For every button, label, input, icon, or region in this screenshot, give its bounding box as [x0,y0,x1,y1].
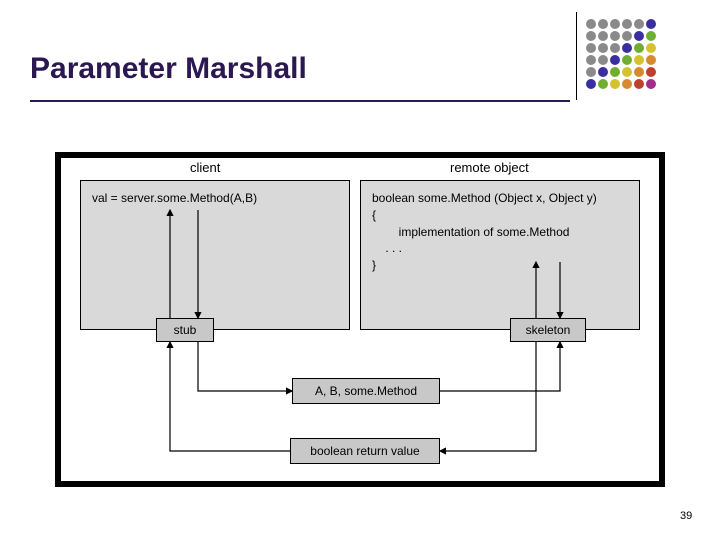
corner-dot [586,79,596,89]
client-label: client [190,160,220,175]
title-underline [30,100,570,102]
return-message-label: boolean return value [310,444,419,458]
stub-box: stub [156,318,214,342]
corner-dot-grid [586,16,658,88]
forward-message-label: A, B, some.Method [315,384,417,398]
remote-object-code: boolean some.Method (Object x, Object y)… [372,190,597,274]
stub-label: stub [174,323,197,337]
page-number: 39 [680,510,692,522]
dots-separator-line [576,12,577,100]
skeleton-label: skeleton [526,323,571,337]
skeleton-box: skeleton [510,318,586,342]
remote-object-label: remote object [450,160,529,175]
corner-dot [622,79,632,89]
corner-dot [598,79,608,89]
corner-dot [634,79,644,89]
return-message-box: boolean return value [290,438,440,464]
forward-message-box: A, B, some.Method [292,378,440,404]
slide-title: Parameter Marshall [30,52,307,86]
client-code: val = server.some.Method(A,B) [92,190,257,207]
corner-dot [646,79,656,89]
corner-dot [610,79,620,89]
